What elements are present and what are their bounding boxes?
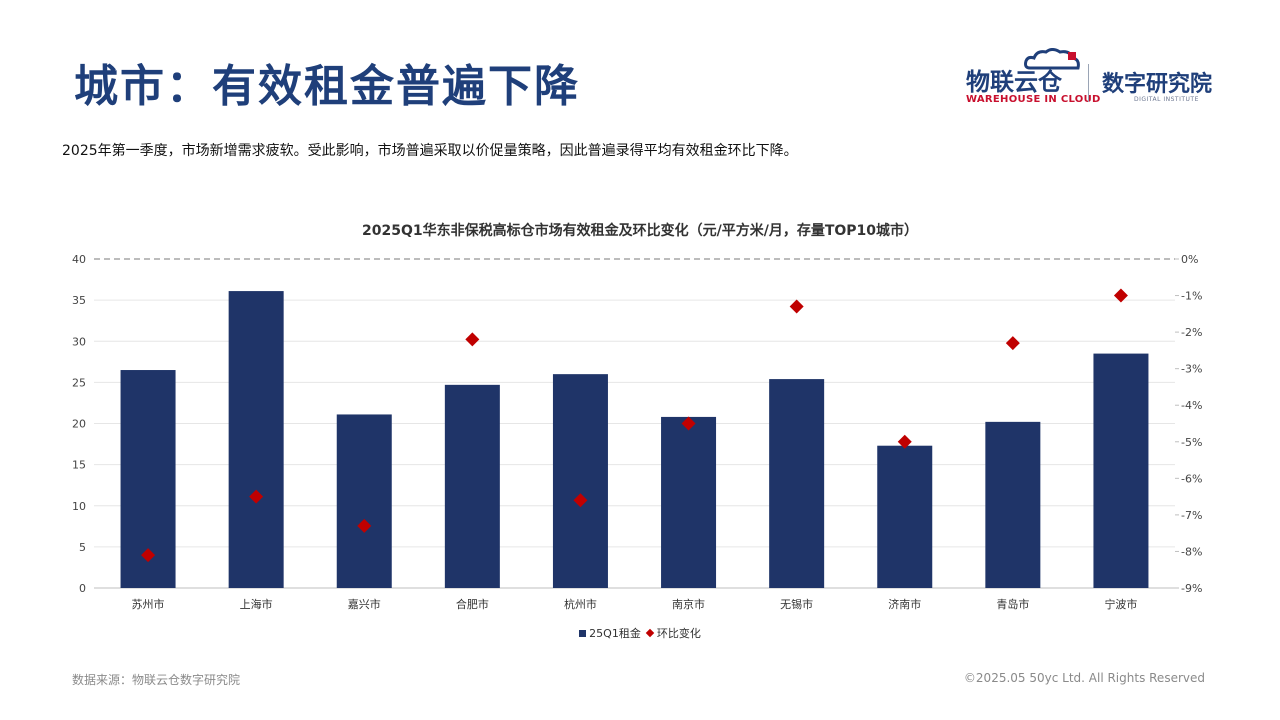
y-right-tick-label: 0% [1181,253,1198,266]
y-left-tick-label: 25 [72,376,86,389]
legend-label-change: 环比变化 [656,627,701,640]
legend-item-change: 环比变化 [645,625,701,641]
change-marker-1 [141,548,156,563]
change-marker-8 [897,434,912,449]
chart-title: 2025Q1华东非保税高标仓市场有效租金及环比变化（元/平方米/月，存量TOP1… [361,223,919,239]
bar-6 [661,416,717,588]
y-left-tick-label: 40 [72,253,86,266]
legend-label-rent: 25Q1租金 [589,627,641,640]
legend-bar-swatch [579,629,587,637]
logo-divider [1088,64,1089,102]
brand-logo: 物联云仓 WAREHOUSE IN CLOUD 数字研究院 DIGITAL IN… [962,48,1222,110]
footer-copyright: ©2025.05 50yc Ltd. All Rights Reserved [963,671,1205,685]
bar-3 [336,414,392,588]
logo-institute-text: 数字研究院 [1102,72,1213,97]
y-left-tick-label: 0 [79,582,86,595]
y-left-tick-label: 5 [79,541,86,554]
chart-legend: 25Q1租金 环比变化 [0,625,1280,641]
y-left-tick-label: 10 [72,500,86,513]
change-marker-10 [1113,288,1128,303]
y-right-tick-label: -1% [1181,290,1202,303]
page-subtitle: 2025年第一季度，市场新增需求疲软。受此影响，市场普遍采取以价促量策略，因此普… [62,143,798,159]
x-tick-label: 无锡市 [780,597,813,611]
y-right-tick-label: -6% [1181,472,1202,485]
change-marker-9 [1005,336,1020,351]
change-marker-5 [573,493,588,508]
legend-item-rent: 25Q1租金 [579,625,641,641]
bar-2 [228,291,284,588]
logo-institute-sub-text: DIGITAL INSTITUTE [1134,96,1199,103]
logo-sub-text: WAREHOUSE IN CLOUD [966,94,1101,105]
x-tick-label: 青岛市 [996,597,1029,611]
y-right-tick-label: -5% [1181,436,1202,449]
x-tick-label: 南京市 [672,597,705,611]
x-tick-label: 嘉兴市 [348,597,381,611]
change-marker-6 [681,416,696,431]
y-left-tick-label: 15 [72,459,86,472]
x-tick-label: 苏州市 [132,597,165,611]
y-left-tick-label: 30 [72,335,86,348]
x-tick-label: 济南市 [888,597,921,611]
footer-source: 数据来源：物联云仓数字研究院 [72,673,241,687]
change-marker-2 [249,489,264,504]
bar-5 [552,374,608,588]
y-right-tick-label: -2% [1181,326,1202,339]
change-marker-7 [789,299,804,314]
x-tick-label: 上海市 [240,597,273,611]
y-right-tick-label: -4% [1181,399,1202,412]
legend-diamond-swatch [645,628,655,638]
x-tick-label: 杭州市 [564,597,597,611]
change-marker-4 [465,332,480,347]
bar-4 [444,384,500,588]
x-tick-label: 宁波市 [1104,597,1137,611]
bar-9 [985,421,1041,588]
cloud-icon [1024,48,1080,70]
change-marker-3 [357,518,372,533]
bar-7 [769,379,825,588]
y-right-tick-label: -3% [1181,363,1202,376]
rent-chart: 0 5 10 15 20 25 30 35 40 -9% -8% -7% -6% -5% -4% -3% -2%… [72,253,1202,611]
bar-10 [1093,353,1149,588]
bar-8 [877,445,933,588]
y-right-tick-label: -9% [1181,582,1202,595]
page-title: 城市：有效租金普遍下降 [74,61,580,112]
y-left-tick-label: 20 [72,418,86,431]
logo-main-text: 物联云仓 [966,68,1062,96]
y-right-tick-label: -8% [1181,545,1202,558]
x-tick-label: 合肥市 [456,597,489,611]
y-right-tick-label: -7% [1181,509,1202,522]
y-left-tick-label: 35 [72,294,86,307]
